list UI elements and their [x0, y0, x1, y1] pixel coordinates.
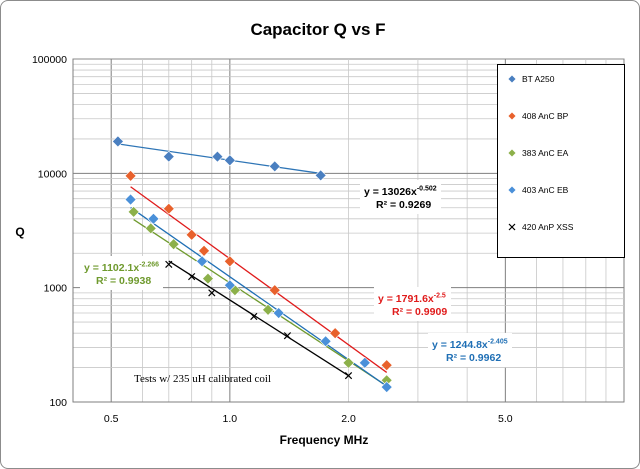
legend-marker	[507, 148, 517, 158]
annotation-383-eq: y = 1102.1x-2.266	[84, 261, 160, 274]
annotation-bt-a250: y = 13026x-0.502 R² = 0.9269	[360, 180, 441, 214]
data-point	[329, 327, 342, 340]
data-point	[380, 359, 393, 372]
annotation-403-eq: y = 1244.8x-2.405	[432, 338, 508, 351]
chart-title: Capacitor Q vs F	[250, 20, 385, 39]
x-tick-label: 5.0	[498, 413, 513, 425]
data-point	[127, 205, 140, 218]
data-point	[268, 160, 281, 173]
data-point	[162, 202, 175, 215]
data-point	[319, 335, 332, 348]
annotation-403: y = 1244.8x-2.405 R² = 0.9962	[428, 333, 512, 367]
data-point	[344, 372, 353, 380]
legend-marker	[507, 111, 517, 121]
data-point	[188, 272, 196, 281]
data-point	[268, 284, 281, 297]
data-point	[507, 111, 517, 121]
trendline	[130, 186, 388, 373]
y-axis-label: Q	[15, 225, 24, 239]
legend-marker	[507, 185, 517, 195]
annotation-bt-a250-eq: y = 13026x-0.502	[364, 185, 437, 198]
data-point	[167, 238, 180, 251]
data-point	[507, 74, 517, 84]
x-tick-label: 0.5	[104, 413, 119, 425]
data-point	[196, 255, 208, 268]
data-point	[185, 228, 198, 241]
legend-item: 403 AnC EB	[506, 183, 568, 197]
test-note: Tests w/ 235 uH calibrated coil	[134, 373, 272, 385]
data-point	[380, 381, 393, 394]
legend-item: 408 AnC BP	[506, 109, 568, 123]
data-point	[223, 154, 236, 167]
x-tick-label: 2.0	[341, 413, 356, 425]
data-point	[208, 289, 216, 297]
data-point	[508, 223, 516, 231]
data-point	[162, 150, 175, 163]
annotation-bt-a250-r2: R² = 0.9269	[376, 198, 432, 211]
y-tick-label: 1000	[44, 283, 68, 295]
data-point	[223, 279, 236, 292]
y-tick-label: 100	[49, 397, 67, 409]
data-point	[124, 169, 137, 182]
data-point	[358, 356, 371, 369]
annotation-403-r2: R² = 0.9962	[446, 351, 502, 364]
x-axis-label: Frequency MHz	[280, 433, 369, 447]
y-tick-label: 10000	[38, 168, 67, 180]
data-point	[202, 272, 214, 285]
data-point	[124, 193, 137, 206]
data-point	[262, 303, 274, 316]
legend-label: BT A250	[522, 74, 555, 84]
data-point	[272, 307, 285, 319]
legend: BT A250 408 AnC BP 383 AnC EA 403 AnC EB 420…	[497, 64, 625, 258]
data-point	[211, 150, 224, 163]
legend-item: 420 AnP XSS	[506, 220, 573, 234]
legend-item: 383 AnC EA	[506, 146, 568, 160]
legend-marker	[508, 223, 516, 231]
data-point	[147, 212, 160, 225]
data-point	[283, 332, 292, 340]
trendline	[168, 260, 349, 377]
legend-label: 403 AnC EB	[522, 185, 569, 195]
data-point	[507, 185, 517, 195]
annotation-383: y = 1102.1x-2.266 R² = 0.9938	[80, 256, 164, 290]
data-point	[198, 244, 210, 257]
annotation-408-eq: y = 1791.6x-2.5	[378, 292, 446, 305]
data-point	[223, 255, 236, 268]
legend-marker	[507, 74, 517, 84]
trendline-layer	[117, 143, 388, 387]
data-point	[165, 260, 173, 268]
x-tick-label: 1.0	[223, 413, 238, 425]
tick-labels: 0.5 1.0 2.0 5.0 100 1000 10000 100000	[32, 54, 513, 425]
annotation-408: y = 1791.6x-2.5 R² = 0.9909	[374, 287, 452, 321]
data-point	[144, 222, 157, 235]
data-point	[314, 169, 327, 182]
legend-item: BT A250	[506, 72, 554, 86]
annotation-408-r2: R² = 0.9909	[392, 305, 448, 318]
data-point	[507, 148, 517, 158]
annotation-383-r2: R² = 0.9938	[96, 274, 152, 287]
legend-label: 420 AnP XSS	[522, 222, 574, 232]
legend-label: 383 AnC EA	[522, 148, 569, 158]
data-point	[342, 356, 355, 369]
legend-label: 408 AnC BP	[522, 111, 569, 121]
trendline	[130, 207, 388, 387]
y-tick-label: 100000	[32, 54, 67, 66]
points-layer	[111, 135, 393, 394]
data-point	[250, 312, 258, 321]
data-point	[111, 135, 124, 148]
